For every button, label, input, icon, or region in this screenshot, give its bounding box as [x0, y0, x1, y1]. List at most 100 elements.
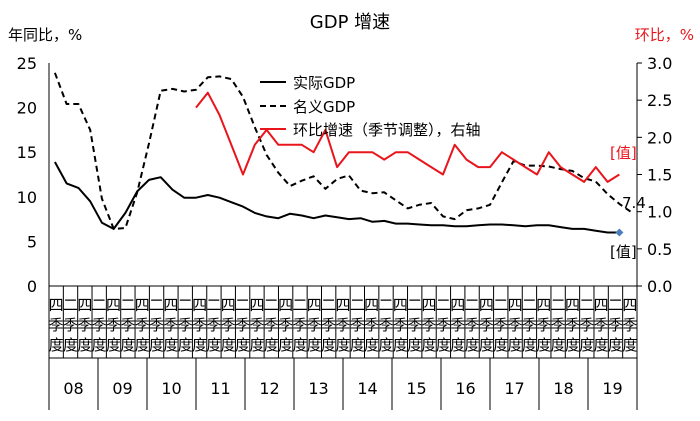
quarter-label: 四 — [536, 296, 551, 314]
annotation-real-placeholder: [值] — [610, 243, 637, 261]
legend-label-qoq: 环比增速（季节调整），右轴 — [293, 121, 481, 139]
quarter-label: 度 — [192, 336, 207, 354]
legend-label-real: 实际GDP — [293, 74, 355, 92]
quarter-label: 季 — [565, 316, 580, 334]
quarter-label: 度 — [407, 336, 422, 354]
quarter-label: 季 — [292, 316, 307, 334]
quarter-label: 度 — [379, 336, 394, 354]
quarter-label: 季 — [264, 316, 279, 334]
year-label: 16 — [455, 379, 475, 398]
quarter-label: 度 — [335, 336, 350, 354]
quarter-label: 季 — [422, 316, 437, 334]
quarter-label: 度 — [436, 336, 451, 354]
quarter-label: 季 — [335, 316, 350, 334]
quarter-label: 四 — [135, 296, 150, 314]
real-gdp-last-point-marker — [615, 228, 624, 237]
quarter-label: 度 — [77, 336, 92, 354]
quarter-label: 度 — [508, 336, 523, 354]
quarter-label: 季 — [249, 316, 264, 334]
quarter-label: 四 — [49, 296, 64, 314]
quarter-label: 二 — [235, 296, 250, 314]
quarter-label: 度 — [120, 336, 135, 354]
right-tick-label: 1.0 — [647, 203, 672, 222]
quarter-label: 季 — [278, 316, 293, 334]
quarter-label: 二 — [407, 296, 422, 314]
quarter-label: 度 — [178, 336, 193, 354]
quarter-label: 季 — [135, 316, 150, 334]
quarter-label: 季 — [622, 316, 637, 334]
quarter-label: 四 — [307, 296, 322, 314]
quarter-label: 二 — [178, 296, 193, 314]
quarter-label: 二 — [149, 296, 164, 314]
quarter-label: 季 — [77, 316, 92, 334]
quarter-label: 度 — [565, 336, 580, 354]
quarter-label: 度 — [321, 336, 336, 354]
quarter-label: 度 — [135, 336, 150, 354]
quarter-label: 季 — [465, 316, 480, 334]
quarter-label: 季 — [608, 316, 623, 334]
quarter-label: 四 — [278, 296, 293, 314]
quarter-label: 度 — [264, 336, 279, 354]
quarter-label: 季 — [235, 316, 250, 334]
quarter-label: 季 — [307, 316, 322, 334]
quarter-label: 度 — [63, 336, 78, 354]
series-line-1 — [53, 72, 632, 230]
quarter-label: 四 — [192, 296, 207, 314]
year-label: 09 — [112, 379, 132, 398]
quarter-label: 四 — [450, 296, 465, 314]
year-label: 15 — [406, 379, 426, 398]
quarter-label: 季 — [407, 316, 422, 334]
quarter-label: 二 — [493, 296, 508, 314]
quarter-label: 季 — [221, 316, 236, 334]
quarter-label: 季 — [350, 316, 365, 334]
year-label: 08 — [63, 379, 83, 398]
quarter-label: 度 — [278, 336, 293, 354]
quarter-label: 度 — [149, 336, 164, 354]
quarter-label: 季 — [149, 316, 164, 334]
quarter-label: 季 — [536, 316, 551, 334]
quarter-label: 二 — [551, 296, 566, 314]
quarter-label: 四 — [335, 296, 350, 314]
left-tick-label: 25 — [17, 54, 37, 73]
quarter-label: 四 — [77, 296, 92, 314]
quarter-label: 季 — [364, 316, 379, 334]
quarter-label: 季 — [393, 316, 408, 334]
quarter-label: 度 — [479, 336, 494, 354]
quarter-label: 二 — [292, 296, 307, 314]
quarter-label: 季 — [436, 316, 451, 334]
year-label: 12 — [259, 379, 279, 398]
quarter-label: 四 — [221, 296, 236, 314]
quarter-label: 二 — [379, 296, 394, 314]
quarter-label: 季 — [479, 316, 494, 334]
quarter-label: 季 — [551, 316, 566, 334]
series-line-0 — [54, 161, 620, 234]
year-label: 19 — [602, 379, 622, 398]
quarter-label: 二 — [63, 296, 78, 314]
quarter-label: 季 — [379, 316, 394, 334]
quarter-label: 二 — [522, 296, 537, 314]
quarter-label: 度 — [522, 336, 537, 354]
x-axis-categories: 四季度 二季度 四季度 二季度 四季度 二季度 四季度 二季度 四季度 二季度 四季度 二季度 四季度 二… — [48, 286, 638, 410]
quarter-label: 度 — [493, 336, 508, 354]
quarter-label: 四 — [106, 296, 121, 314]
quarter-label: 二 — [120, 296, 135, 314]
right-tick-label: 2.5 — [647, 91, 672, 110]
quarter-label: 四 — [393, 296, 408, 314]
quarter-label: 度 — [594, 336, 609, 354]
quarter-label: 季 — [92, 316, 107, 334]
year-label: 11 — [210, 379, 230, 398]
quarter-label: 季 — [163, 316, 178, 334]
quarter-label: 度 — [393, 336, 408, 354]
quarter-label: 度 — [536, 336, 551, 354]
legend-label-nominal: 名义GDP — [293, 98, 355, 116]
quarter-label: 度 — [364, 336, 379, 354]
right-tick-label: 1.5 — [647, 166, 672, 185]
quarter-label: 度 — [622, 336, 637, 354]
right-tick-label: 2.0 — [647, 128, 672, 147]
quarter-label: 二 — [264, 296, 279, 314]
quarter-label: 二 — [436, 296, 451, 314]
quarter-label: 季 — [206, 316, 221, 334]
quarter-label: 二 — [579, 296, 594, 314]
quarter-label: 季 — [594, 316, 609, 334]
